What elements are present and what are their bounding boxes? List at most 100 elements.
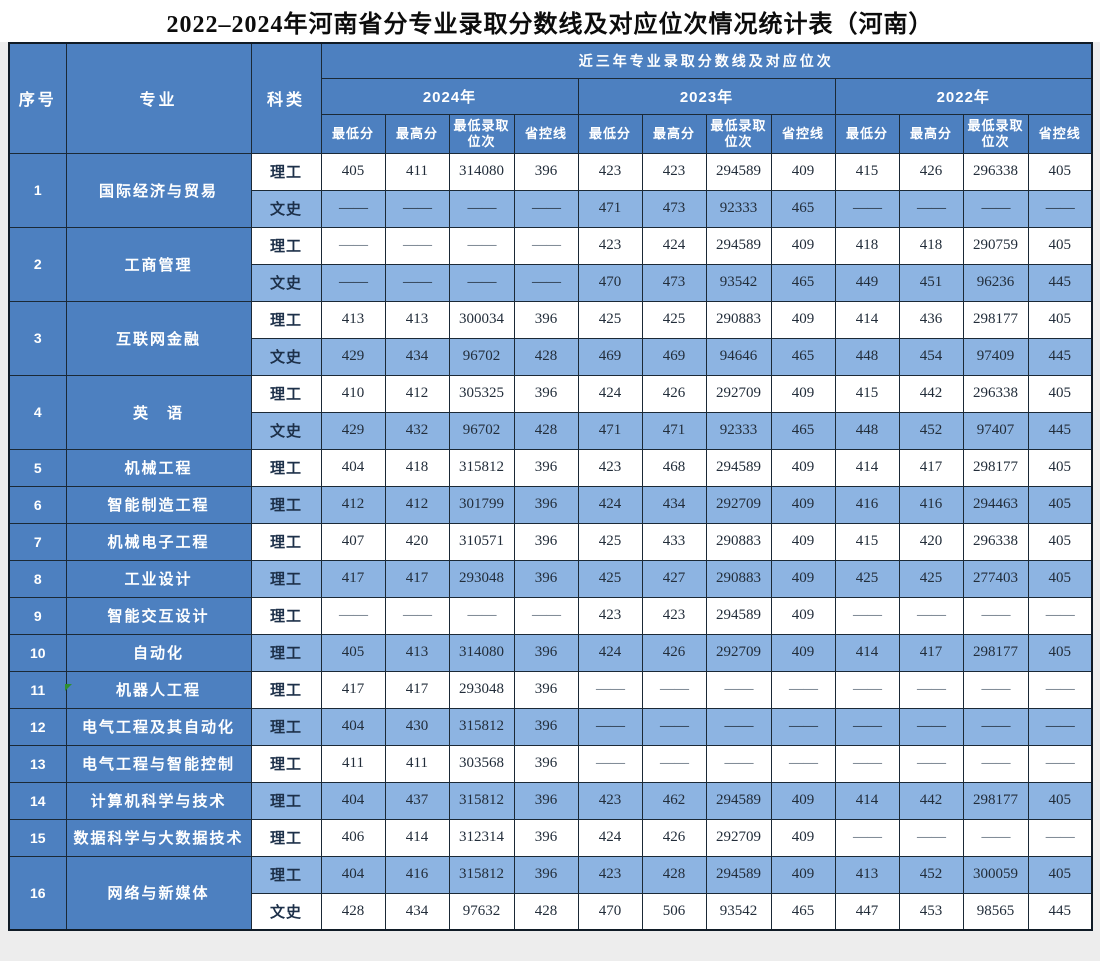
- category-cell: 理工: [250, 300, 322, 339]
- value-cell: 428: [513, 337, 579, 376]
- value-cell: 415: [834, 374, 900, 413]
- value-cell: 414: [834, 300, 900, 339]
- value-cell: 290883: [705, 559, 772, 598]
- value-cell: 423: [641, 596, 707, 635]
- value-cell: 405: [1027, 152, 1093, 191]
- value-cell: 429: [320, 411, 386, 450]
- value-cell-empty: ——: [448, 596, 515, 635]
- table-row: 6 智能制造工程 理工 412 412 301799 396 424 434 292709 409 4…: [8, 485, 1093, 524]
- value-cell: 396: [513, 522, 579, 561]
- major-name-cell: 英 语: [65, 374, 252, 450]
- value-cell-empty: ——: [898, 744, 964, 783]
- value-cell-empty: ——: [1027, 670, 1093, 709]
- value-cell: 293048: [448, 670, 515, 709]
- value-cell: 290883: [705, 522, 772, 561]
- value-cell: 448: [834, 411, 900, 450]
- category-cell: 理工: [250, 855, 322, 894]
- value-cell: 425: [577, 300, 643, 339]
- value-cell: 465: [770, 263, 836, 302]
- value-cell: 417: [320, 670, 386, 709]
- value-cell: 303568: [448, 744, 515, 783]
- admission-scores-table: 序号 专业 科类 近三年专业录取分数线及对应位次 2024年 2023年 2022年…: [8, 42, 1093, 931]
- table-body: 1 国际经济与贸易 理工 405 411 314080 396 423 423 294589 409…: [8, 152, 1093, 931]
- header-metric-row: 最低分 最高分 最低录取位次 省控线 最低分 最高分 最低录取位次 省控线 最低分 最高分 最低录取…: [9, 113, 1093, 154]
- value-cell: 423: [577, 781, 643, 820]
- category-cell: 理工: [250, 152, 322, 191]
- value-cell-empty: ——: [898, 670, 964, 709]
- header-metric-2-3: 省控线: [1027, 113, 1093, 154]
- table-row: 5 机械工程 理工 404 418 315812 396 423 468 294589 409 414…: [8, 448, 1093, 487]
- value-cell-empty: ——: [384, 226, 450, 265]
- value-cell-empty: ——: [834, 707, 900, 746]
- row-index-cell: 13: [8, 744, 67, 783]
- value-cell-empty: ——: [1027, 596, 1093, 635]
- value-cell-empty: ——: [834, 189, 900, 228]
- value-cell: 409: [770, 226, 836, 265]
- category-cell: 理工: [250, 522, 322, 561]
- value-cell: 416: [834, 485, 900, 524]
- value-cell: 453: [898, 892, 964, 931]
- value-cell: 409: [770, 559, 836, 598]
- value-cell: 409: [770, 596, 836, 635]
- value-cell: 473: [641, 189, 707, 228]
- value-cell: 451: [898, 263, 964, 302]
- value-cell: 430: [384, 707, 450, 746]
- value-cell: 409: [770, 152, 836, 191]
- value-cell: 414: [384, 818, 450, 857]
- category-cell: 文史: [250, 337, 322, 376]
- value-cell: 447: [834, 892, 900, 931]
- value-cell: 294589: [705, 226, 772, 265]
- value-cell-empty: ——: [834, 818, 900, 857]
- row-index-cell: 7: [8, 522, 67, 561]
- value-cell: 406: [320, 818, 386, 857]
- category-cell: 理工: [250, 485, 322, 524]
- value-cell: 465: [770, 892, 836, 931]
- value-cell: 312314: [448, 818, 515, 857]
- value-cell: 425: [898, 559, 964, 598]
- row-index-cell: 9: [8, 596, 67, 635]
- value-cell: 506: [641, 892, 707, 931]
- row-index-cell: 5: [8, 448, 67, 487]
- value-cell: 404: [320, 448, 386, 487]
- major-name-cell: 网络与新媒体: [65, 855, 252, 931]
- value-cell: 411: [384, 744, 450, 783]
- header-year-1: 2023年: [577, 77, 836, 115]
- category-cell: 文史: [250, 892, 322, 931]
- value-cell: 415: [834, 522, 900, 561]
- table-row: 8 工业设计 理工 417 417 293048 396 425 427 290883 409 425…: [8, 559, 1093, 598]
- value-cell-empty: ——: [770, 744, 836, 783]
- category-cell: 理工: [250, 781, 322, 820]
- major-name-cell: 数据科学与大数据技术: [65, 818, 252, 857]
- value-cell: 436: [898, 300, 964, 339]
- value-cell: 425: [641, 300, 707, 339]
- value-cell: 315812: [448, 707, 515, 746]
- value-cell: 465: [770, 411, 836, 450]
- major-name-cell: 电气工程与智能控制: [65, 744, 252, 783]
- value-cell: 315812: [448, 781, 515, 820]
- value-cell: 423: [577, 855, 643, 894]
- value-cell: 424: [577, 374, 643, 413]
- value-cell: 445: [1027, 892, 1093, 931]
- value-cell: 412: [384, 374, 450, 413]
- value-cell: 412: [320, 485, 386, 524]
- value-cell: 396: [513, 818, 579, 857]
- value-cell: 409: [770, 818, 836, 857]
- value-cell: 418: [898, 226, 964, 265]
- value-cell: 434: [384, 337, 450, 376]
- value-cell: 405: [1027, 374, 1093, 413]
- value-cell: 410: [320, 374, 386, 413]
- value-cell-empty: ——: [962, 189, 1029, 228]
- value-cell: 428: [320, 892, 386, 931]
- major-name-cell: 机械电子工程: [65, 522, 252, 561]
- value-cell: 396: [513, 300, 579, 339]
- value-cell-empty: ——: [320, 226, 386, 265]
- value-cell: 294589: [705, 596, 772, 635]
- value-cell-empty: ——: [320, 263, 386, 302]
- value-cell: 414: [834, 633, 900, 672]
- value-cell: 301799: [448, 485, 515, 524]
- header-category: 科类: [250, 42, 322, 154]
- header-metric-1-2: 最低录取位次: [705, 113, 772, 154]
- value-cell-empty: ——: [705, 670, 772, 709]
- value-cell: 409: [770, 781, 836, 820]
- value-cell: 445: [1027, 411, 1093, 450]
